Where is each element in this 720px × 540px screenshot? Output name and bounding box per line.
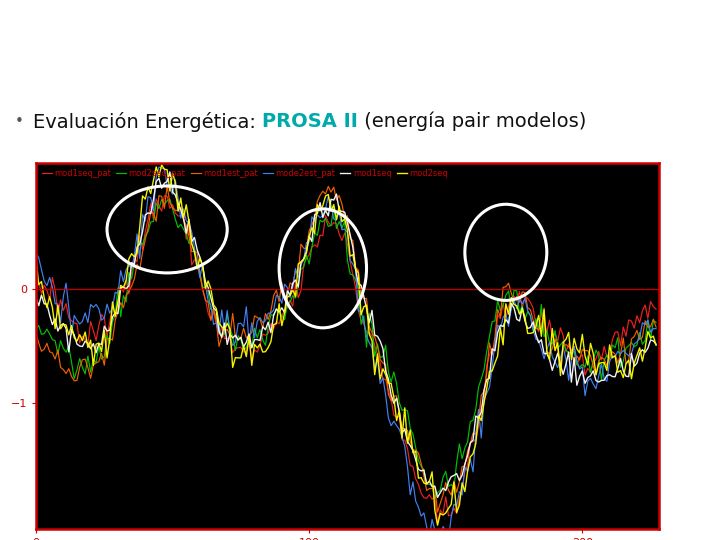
- mod2seq: [438, 512, 447, 518]
- mod1est_pat: [433, 509, 442, 515]
- mod2seq: [158, 161, 166, 168]
- mod2seq_pat: [32, 326, 40, 333]
- mode2est_pat: [567, 357, 576, 363]
- mod2seq: [652, 342, 660, 348]
- mod1seq_pat: [32, 286, 40, 293]
- mod1est_pat: [526, 307, 535, 313]
- mod1seq: [526, 324, 535, 330]
- mode2est_pat: [438, 523, 447, 530]
- mode2est_pat: [526, 313, 535, 319]
- mod1seq: [190, 234, 199, 241]
- mod2seq_pat: [567, 349, 576, 356]
- Text: •: •: [14, 114, 23, 129]
- mod2seq_pat: [438, 474, 447, 481]
- mod2seq: [193, 266, 202, 272]
- Text: Evaluación Energética:: Evaluación Energética:: [33, 111, 262, 132]
- Line: mod1seq_pat: mod1seq_pat: [36, 195, 656, 523]
- mod1seq: [193, 247, 202, 253]
- mod1seq_pat: [526, 299, 535, 306]
- mod1est_pat: [193, 249, 202, 255]
- mod1seq_pat: [433, 520, 442, 526]
- mod1seq_pat: [652, 306, 660, 312]
- mod2seq_pat: [166, 196, 174, 202]
- mod1seq: [32, 295, 40, 301]
- Line: mod1seq: mod1seq: [36, 172, 656, 497]
- mod1est_pat: [438, 492, 447, 498]
- mod1seq: [499, 323, 508, 330]
- Line: mod2seq: mod2seq: [36, 165, 656, 525]
- mod2seq: [433, 522, 442, 529]
- mod1seq_pat: [438, 511, 447, 517]
- mode2est_pat: [155, 164, 163, 170]
- mode2est_pat: [190, 244, 199, 251]
- mod2seq_pat: [526, 312, 535, 319]
- mod2seq_pat: [193, 258, 202, 265]
- mod2seq_pat: [431, 495, 439, 502]
- mod2seq_pat: [190, 250, 199, 256]
- mod1seq_pat: [160, 192, 168, 199]
- Line: mod2seq_pat: mod2seq_pat: [36, 199, 656, 498]
- mod1est_pat: [499, 284, 508, 291]
- mode2est_pat: [499, 314, 508, 321]
- mod1seq: [433, 494, 442, 501]
- mod1est_pat: [567, 347, 576, 353]
- mod1seq_pat: [567, 347, 576, 354]
- mod1est_pat: [652, 324, 660, 330]
- mod1seq: [438, 485, 447, 491]
- mod2seq_pat: [499, 302, 508, 308]
- mod1seq_pat: [190, 256, 199, 263]
- mod2seq: [190, 248, 199, 255]
- Text: LC: EVALUACIÓN MODELOS: LC: EVALUACIÓN MODELOS: [12, 35, 517, 68]
- Legend: mod1seq_pat, mod2seq_pat, mod1est_pat, mode2est_pat, mod1seq, mod2seq: mod1seq_pat, mod2seq_pat, mod1est_pat, m…: [40, 167, 450, 180]
- mode2est_pat: [193, 260, 202, 266]
- mod2seq: [526, 330, 535, 336]
- Line: mod1est_pat: mod1est_pat: [36, 186, 656, 512]
- mod1seq: [567, 379, 576, 386]
- mod1seq: [652, 341, 660, 347]
- mod1est_pat: [163, 183, 171, 189]
- Text: PROSA II: PROSA II: [262, 112, 358, 131]
- Text: (energía pair modelos): (energía pair modelos): [358, 112, 586, 131]
- mod1est_pat: [190, 248, 199, 255]
- mod2seq_pat: [652, 319, 660, 326]
- mod2seq: [499, 342, 508, 348]
- mod2seq: [32, 255, 40, 262]
- mod2seq: [567, 356, 576, 362]
- mod1seq_pat: [499, 300, 508, 306]
- mod1est_pat: [32, 330, 40, 336]
- mode2est_pat: [652, 326, 660, 332]
- mod1seq_pat: [193, 258, 202, 264]
- Line: mode2est_pat: mode2est_pat: [36, 167, 656, 540]
- mode2est_pat: [32, 249, 40, 256]
- mod1seq: [166, 168, 174, 175]
